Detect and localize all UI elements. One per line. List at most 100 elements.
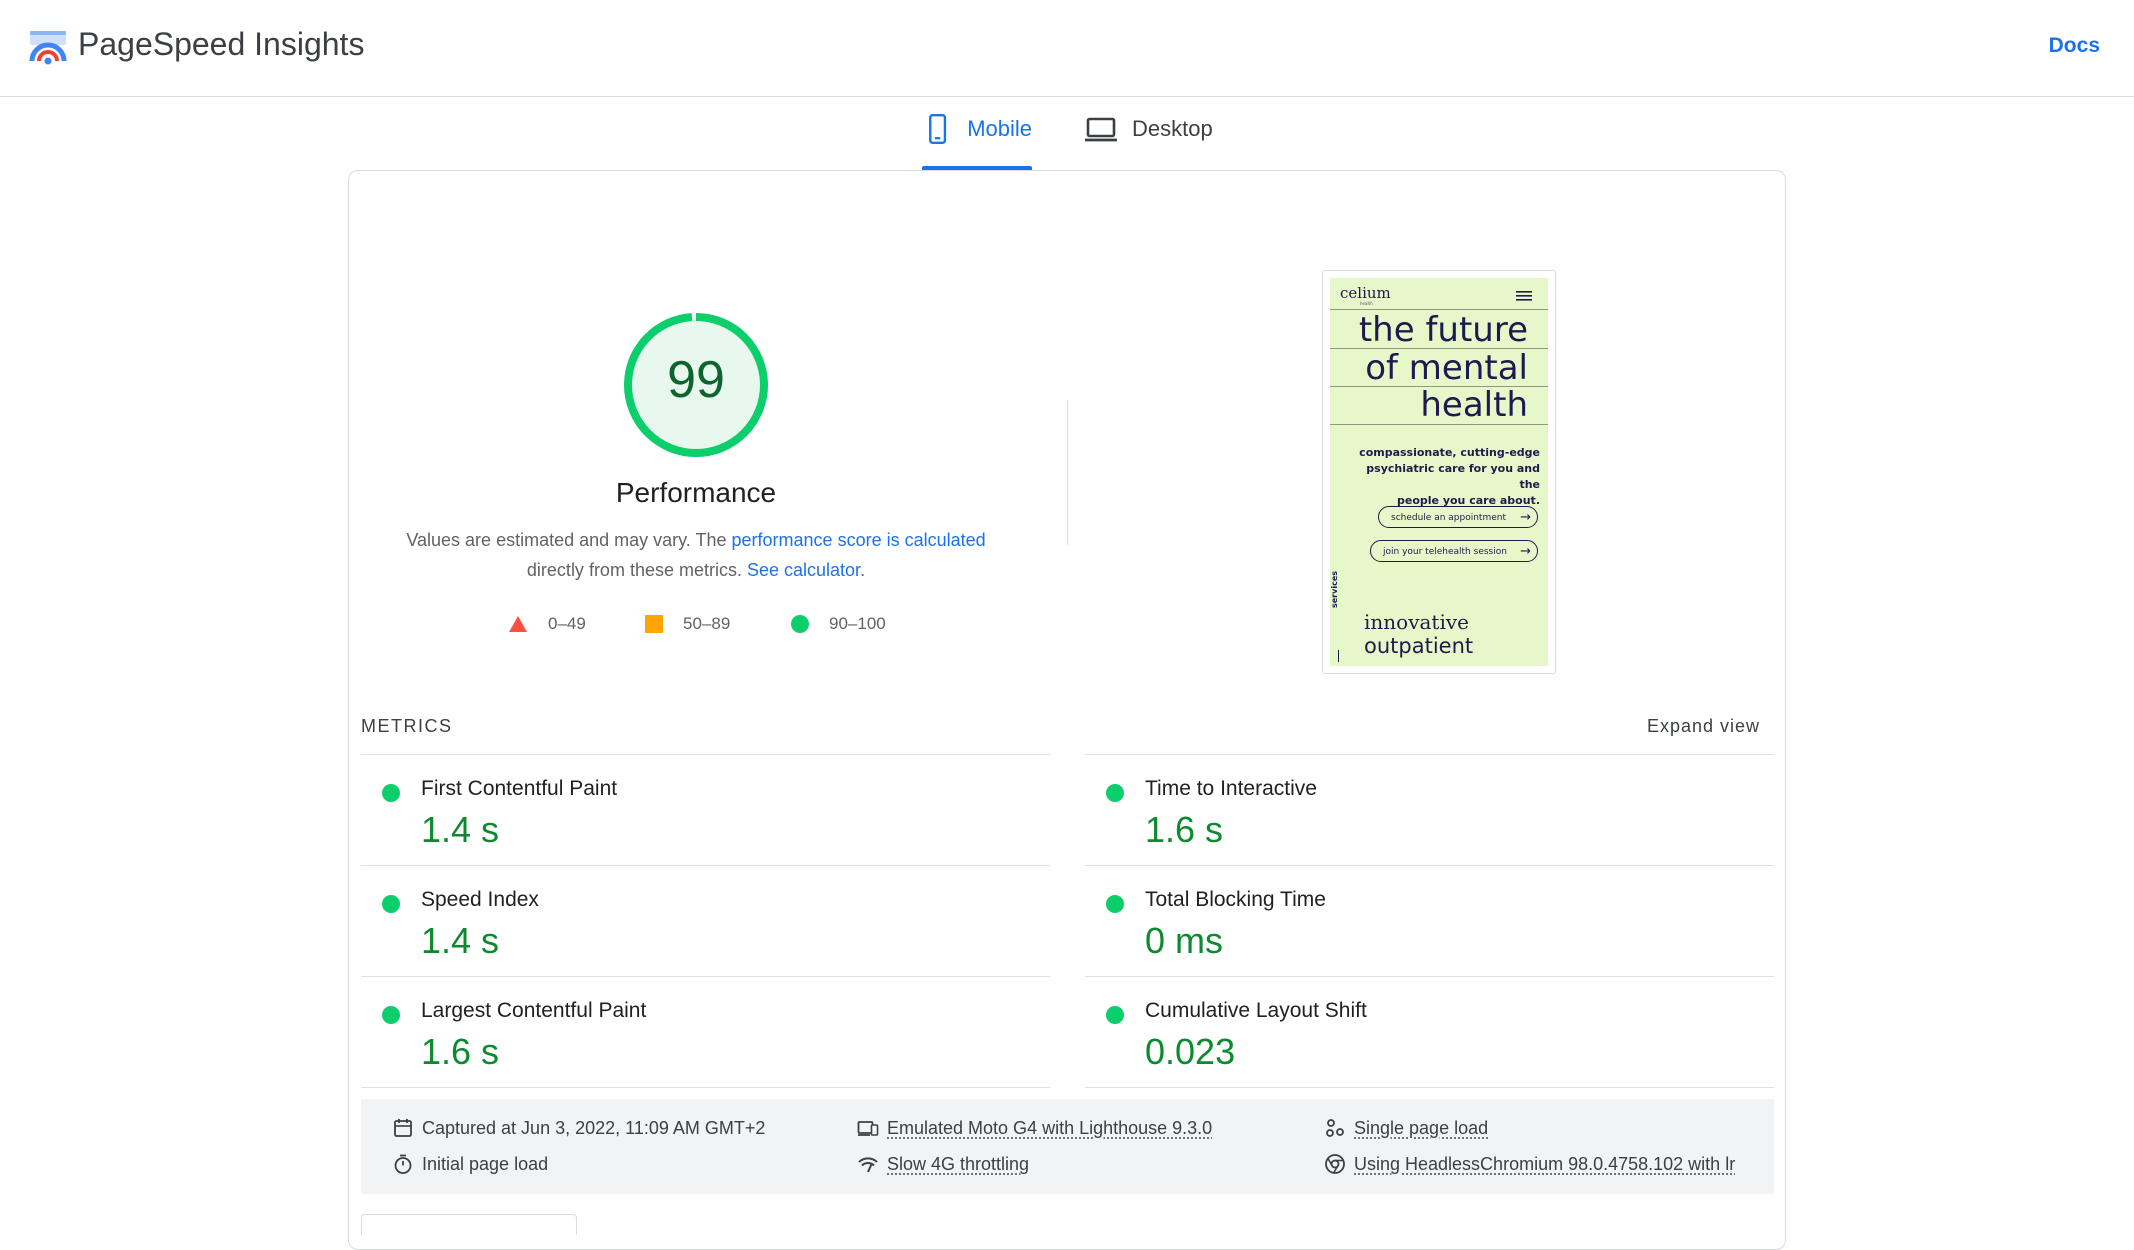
initial-load-text: Initial page load — [422, 1153, 549, 1174]
tagline-line: psychiatric care for you and the — [1366, 462, 1540, 491]
metric-divider — [361, 1087, 1050, 1088]
screenshot-subhead-2: outpatient — [1364, 634, 1474, 658]
pass-status-icon — [1106, 895, 1124, 913]
report-card — [348, 170, 1786, 1250]
metric-name: Total Blocking Time — [1145, 888, 1326, 911]
score-calculated-link[interactable]: performance score is calculated — [731, 530, 986, 550]
screenshot-headline-2: of mental — [1365, 348, 1528, 388]
captured-at: Captured at Jun 3, 2022, 11:09 AM GMT+2 — [392, 1117, 765, 1139]
metric-largest-contentful-paint: Largest Contentful Paint 1.6 s — [361, 977, 1051, 1088]
legend-average: 50–89 — [645, 614, 730, 634]
metric-value: 1.6 s — [1145, 809, 1224, 850]
circle-icon — [791, 615, 809, 633]
metric-first-contentful-paint: First Contentful Paint 1.4 s — [361, 755, 1051, 866]
legend-pass: 90–100 — [791, 614, 886, 634]
screenshot-tagline: compassionate, cutting-edge psychiatric … — [1344, 445, 1540, 509]
metric-cumulative-layout-shift: Cumulative Layout Shift 0.023 — [1085, 977, 1775, 1088]
initial-page-load: Initial page load — [392, 1153, 548, 1175]
see-calculator-link[interactable]: See calculator — [746, 560, 861, 580]
laptop-icon — [1085, 117, 1117, 142]
devices-icon — [857, 1121, 879, 1136]
single-load-text: Single page load — [1354, 1117, 1489, 1138]
metric-name: Time to Interactive — [1145, 777, 1317, 800]
metric-divider — [361, 754, 1050, 755]
screenshot-divider — [1330, 424, 1548, 425]
metric-total-blocking-time: Total Blocking Time 0 ms — [1085, 866, 1775, 977]
phone-icon — [929, 114, 947, 144]
hamburger-menu-icon — [1516, 291, 1532, 301]
pass-status-icon — [382, 895, 400, 913]
tab-desktop[interactable]: Desktop — [1084, 112, 1213, 170]
performance-score: 99 — [667, 351, 725, 409]
legend-fail: 0–49 — [508, 614, 586, 634]
metric-value: 0 ms — [1145, 920, 1224, 961]
metric-value: 1.4 s — [421, 809, 500, 850]
tab-mobile[interactable]: Mobile — [922, 112, 1032, 170]
metric-speed-index: Speed Index 1.4 s — [361, 866, 1051, 977]
legend-fail-label: 0–49 — [548, 614, 586, 633]
screenshot-schedule-button: schedule an appointment → — [1378, 506, 1538, 528]
metrics-section-label: METRICS — [361, 716, 453, 736]
legend-pass-label: 90–100 — [829, 614, 886, 633]
button-label: join your telehealth session — [1383, 547, 1507, 557]
metric-divider — [361, 976, 1050, 977]
nodes-icon — [1326, 1119, 1344, 1137]
docs-link[interactable]: Docs — [2048, 34, 2100, 57]
metric-divider — [361, 865, 1050, 866]
pass-status-icon — [1106, 1006, 1124, 1024]
screenshot-headline-1: the future — [1358, 310, 1528, 350]
browser-version[interactable]: Using HeadlessChromium 98.0.4758.102 wit… — [1324, 1153, 1735, 1175]
metric-divider — [1085, 976, 1774, 977]
pass-status-icon — [1106, 784, 1124, 802]
network-throttling[interactable]: Slow 4G throttling — [857, 1153, 1029, 1175]
screenshot-tick — [1338, 650, 1339, 662]
expand-view-button[interactable]: Expand view — [1647, 716, 1761, 736]
triangle-icon — [509, 616, 527, 632]
emulated-device[interactable]: Emulated Moto G4 with Lighthouse 9.3.0 — [857, 1117, 1212, 1139]
pagespeed-logo-icon[interactable] — [28, 28, 68, 68]
captured-at-text: Captured at Jun 3, 2022, 11:09 AM GMT+2 — [422, 1117, 766, 1138]
performance-description: Values are estimated and may vary. The p… — [396, 525, 996, 585]
legend-average-label: 50–89 — [683, 614, 731, 633]
metric-divider — [1085, 754, 1774, 755]
vertical-divider — [1067, 400, 1068, 545]
metric-value: 0.023 — [1145, 1031, 1236, 1072]
app-header: PageSpeed Insights Docs — [0, 0, 2134, 97]
metric-divider — [1085, 865, 1774, 866]
runtime-settings-panel — [361, 1099, 1774, 1194]
desc-text-2: directly from these metrics. — [526, 560, 747, 580]
metric-name: Largest Contentful Paint — [421, 999, 647, 1022]
pass-status-icon — [382, 1006, 400, 1024]
metric-value: 1.4 s — [421, 920, 500, 961]
desc-text-3: . — [860, 560, 866, 580]
screenshot-divider — [1330, 386, 1548, 387]
single-page-load[interactable]: Single page load — [1324, 1117, 1488, 1139]
square-icon — [645, 615, 663, 633]
page-screenshot: celium health the future of mental healt… — [1330, 278, 1548, 666]
screenshot-brand: celium — [1340, 284, 1391, 302]
throttling-text: Slow 4G throttling — [887, 1153, 1030, 1174]
screenshot-divider — [1330, 309, 1548, 310]
screenshot-headline-3: health — [1420, 385, 1528, 425]
calendar-icon — [394, 1119, 412, 1137]
tagline-line: compassionate, cutting-edge — [1359, 446, 1540, 459]
screenshot-telehealth-button: join your telehealth session → — [1370, 540, 1538, 562]
metric-name: Speed Index — [421, 888, 539, 911]
performance-gauge — [624, 313, 768, 457]
metric-divider — [1085, 1087, 1774, 1088]
metric-time-to-interactive: Time to Interactive 1.6 s — [1085, 755, 1775, 866]
emulated-text: Emulated Moto G4 with Lighthouse 9.3.0 — [887, 1117, 1213, 1138]
tab-mobile-label: Mobile — [967, 116, 1032, 141]
chrome-icon — [1325, 1154, 1345, 1174]
pass-status-icon — [382, 784, 400, 802]
screenshot-services-label: services — [1330, 570, 1339, 608]
tagline-line: people you care about. — [1397, 494, 1540, 507]
screenshot-divider — [1330, 348, 1548, 349]
desc-text-1: Values are estimated and may vary. The — [406, 530, 732, 550]
button-label: schedule an appointment — [1391, 513, 1506, 523]
arrow-right-icon: → — [1520, 544, 1531, 559]
arrow-right-icon: → — [1520, 510, 1531, 525]
performance-title: Performance — [615, 477, 777, 508]
screenshot-subhead-1: innovative — [1364, 610, 1469, 634]
tab-desktop-label: Desktop — [1132, 116, 1213, 141]
